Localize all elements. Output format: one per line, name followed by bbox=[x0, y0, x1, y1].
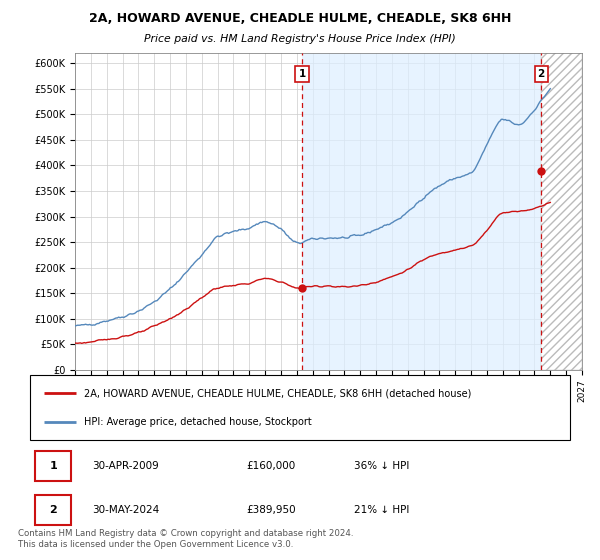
Text: 2A, HOWARD AVENUE, CHEADLE HULME, CHEADLE, SK8 6HH (detached house): 2A, HOWARD AVENUE, CHEADLE HULME, CHEADL… bbox=[84, 388, 472, 398]
FancyBboxPatch shape bbox=[35, 496, 71, 525]
Text: 2: 2 bbox=[49, 505, 57, 515]
Text: Contains HM Land Registry data © Crown copyright and database right 2024.
This d: Contains HM Land Registry data © Crown c… bbox=[18, 529, 353, 549]
Text: 36% ↓ HPI: 36% ↓ HPI bbox=[354, 461, 409, 471]
Text: 30-APR-2009: 30-APR-2009 bbox=[92, 461, 159, 471]
Text: HPI: Average price, detached house, Stockport: HPI: Average price, detached house, Stoc… bbox=[84, 417, 312, 427]
Text: 21% ↓ HPI: 21% ↓ HPI bbox=[354, 505, 409, 515]
Text: 2A, HOWARD AVENUE, CHEADLE HULME, CHEADLE, SK8 6HH: 2A, HOWARD AVENUE, CHEADLE HULME, CHEADL… bbox=[89, 12, 511, 25]
Text: Price paid vs. HM Land Registry's House Price Index (HPI): Price paid vs. HM Land Registry's House … bbox=[144, 34, 456, 44]
Text: 2: 2 bbox=[538, 69, 545, 78]
Text: 1: 1 bbox=[49, 461, 57, 471]
Bar bbox=[302, 53, 541, 370]
Text: £389,950: £389,950 bbox=[246, 505, 296, 515]
Text: 30-MAY-2024: 30-MAY-2024 bbox=[92, 505, 160, 515]
FancyBboxPatch shape bbox=[35, 451, 71, 480]
FancyBboxPatch shape bbox=[30, 375, 570, 440]
Text: 1: 1 bbox=[298, 69, 305, 78]
Text: £160,000: £160,000 bbox=[246, 461, 295, 471]
